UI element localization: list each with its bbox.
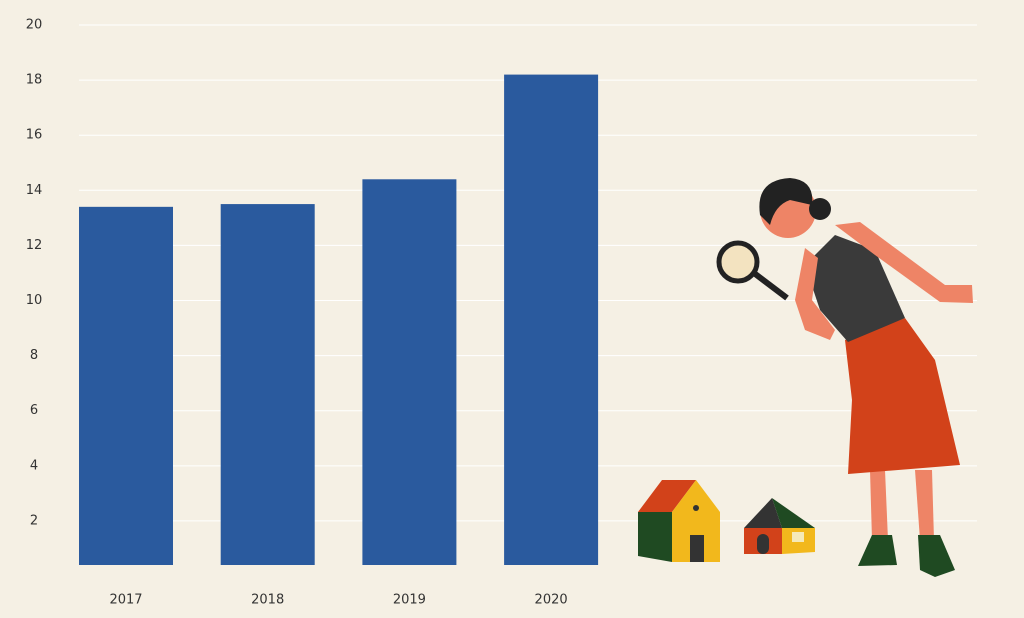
y-tick-label: 16 (26, 128, 43, 143)
illustration (638, 178, 973, 577)
magnifier-handle (748, 267, 789, 301)
x-tick-label: 2017 (109, 593, 142, 608)
hair (759, 178, 813, 225)
x-tick-label: 2018 (251, 593, 284, 608)
house-roof (638, 480, 696, 512)
magnifier (716, 240, 760, 284)
house-roof (744, 498, 782, 528)
house-roof (772, 498, 815, 528)
y-tick-label: 18 (26, 73, 43, 88)
y-tick-label: 12 (26, 238, 43, 253)
house-door (757, 534, 769, 554)
marks: 2017 2018 2019 2020 (79, 74, 599, 608)
house-wall (638, 512, 672, 562)
y-tick-label: 8 (30, 348, 38, 363)
y-tick-label: 2 (30, 513, 38, 528)
hair-bun (809, 198, 831, 220)
shoe (918, 535, 955, 577)
bar (504, 74, 599, 566)
x-tick-label: 2019 (393, 593, 426, 608)
y-tick-label: 14 (26, 183, 43, 198)
bar (79, 206, 173, 565)
house-window (693, 505, 699, 511)
house-gable (672, 480, 720, 512)
top (805, 235, 905, 342)
arm (795, 248, 835, 340)
y-tick-label: 4 (30, 458, 38, 473)
skirt (845, 318, 960, 474)
bar (362, 179, 457, 566)
y-tick-label: 6 (30, 403, 38, 418)
x-tick-label: 2020 (535, 593, 568, 608)
leg (915, 470, 934, 540)
bar (220, 204, 315, 565)
y-tick-label: 20 (26, 18, 43, 33)
arm (835, 222, 973, 303)
y-tick-label: 10 (26, 293, 43, 308)
house-door (690, 535, 704, 562)
shoe (858, 535, 897, 566)
leg (870, 470, 888, 540)
house-window (792, 532, 804, 542)
